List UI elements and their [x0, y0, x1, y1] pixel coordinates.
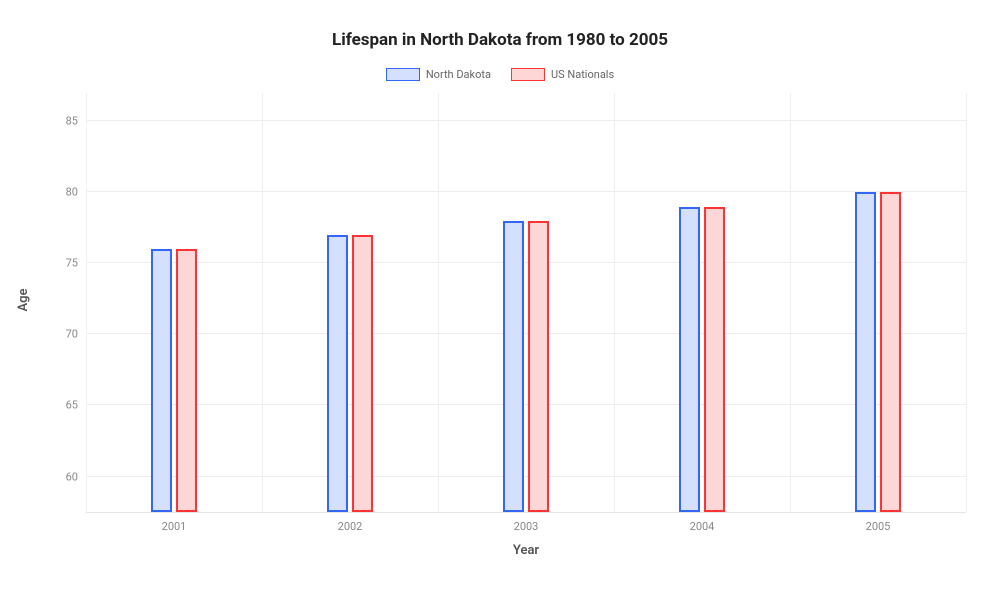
y-tick-label: 80 [46, 186, 86, 199]
x-tick-label: 2005 [866, 512, 891, 533]
bar [704, 207, 725, 512]
x-tick-label: 2001 [162, 512, 187, 533]
legend-label: US Nationals [551, 68, 614, 81]
y-tick-label: 65 [46, 399, 86, 412]
plot-area: 60657075808520012002200320042005 [86, 93, 966, 513]
x-tick-label: 2004 [690, 512, 715, 533]
bar [327, 235, 348, 512]
legend-item-us-nationals: US Nationals [511, 68, 614, 81]
gridline [86, 120, 966, 121]
legend: North Dakota US Nationals [24, 68, 976, 81]
x-axis-title: Year [86, 543, 966, 558]
legend-swatch [386, 68, 420, 81]
bar [679, 207, 700, 512]
bar [855, 192, 876, 512]
gridline [86, 191, 966, 192]
y-tick-label: 70 [46, 328, 86, 341]
plot-region: 60657075808520012002200320042005 [86, 93, 966, 513]
vgridline [438, 93, 439, 512]
legend-swatch [511, 68, 545, 81]
x-tick-label: 2003 [514, 512, 539, 533]
vgridline [614, 93, 615, 512]
y-tick-label: 85 [46, 115, 86, 128]
vgridline [262, 93, 263, 512]
bar [503, 221, 524, 512]
gridline [86, 333, 966, 334]
bar [151, 249, 172, 512]
gridline [86, 404, 966, 405]
legend-item-north-dakota: North Dakota [386, 68, 491, 81]
x-tick-label: 2002 [338, 512, 363, 533]
chart-container: Lifespan in North Dakota from 1980 to 20… [0, 0, 1000, 600]
y-tick-label: 60 [46, 470, 86, 483]
vgridline [966, 93, 967, 512]
bar [352, 235, 373, 512]
gridline [86, 476, 966, 477]
bar [528, 221, 549, 512]
bar [880, 192, 901, 512]
legend-label: North Dakota [426, 68, 491, 81]
y-tick-label: 75 [46, 257, 86, 270]
bar [176, 249, 197, 512]
chart-title: Lifespan in North Dakota from 1980 to 20… [24, 30, 976, 50]
vgridline [790, 93, 791, 512]
vgridline [86, 93, 87, 512]
y-axis-title: Age [16, 288, 31, 311]
gridline [86, 262, 966, 263]
